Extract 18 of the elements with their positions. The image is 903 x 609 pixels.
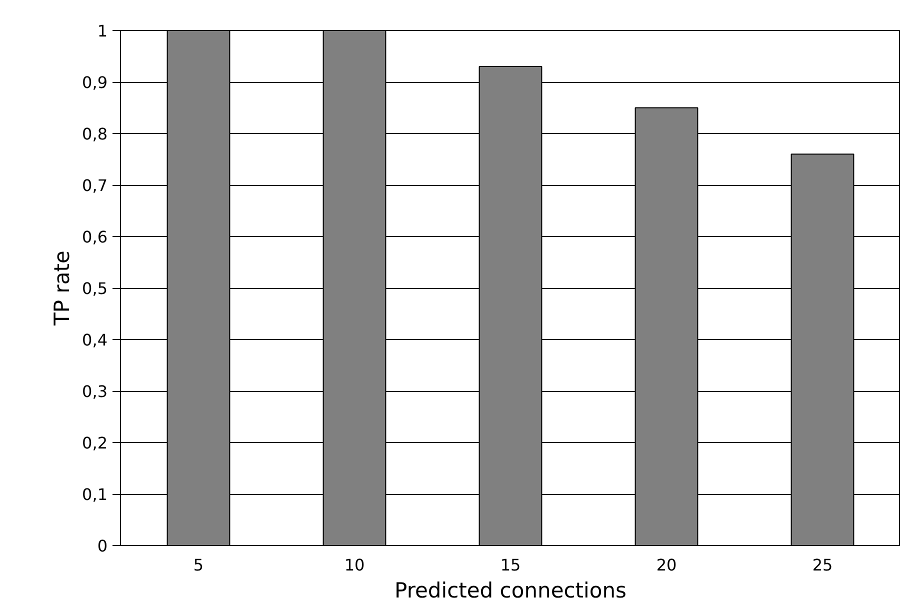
- y-tick-label: 0,6: [82, 228, 108, 246]
- y-tick-label: 0,2: [82, 434, 108, 452]
- x-tick-label: 25: [812, 556, 833, 574]
- y-tick-label: 0,7: [82, 176, 108, 195]
- x-tick-label: 5: [193, 556, 204, 574]
- y-tick-label: 0,1: [82, 485, 108, 504]
- x-tick-label: 20: [656, 556, 677, 574]
- y-tick-label: 0: [97, 536, 108, 556]
- y-tick-label: 0,9: [82, 73, 108, 92]
- x-tick-label: 15: [500, 556, 521, 574]
- x-tick-label: 10: [344, 556, 365, 574]
- y-tick-label: 0,5: [82, 279, 108, 298]
- y-tick-label: 0,4: [82, 330, 108, 350]
- x-axis-title: Predicted connections: [394, 578, 626, 602]
- y-tick-label: 0,3: [82, 382, 108, 401]
- y-tick-label: 0,8: [82, 124, 108, 144]
- y-axis-title: TP rate: [50, 250, 74, 326]
- y-tick-label: 1: [97, 22, 108, 40]
